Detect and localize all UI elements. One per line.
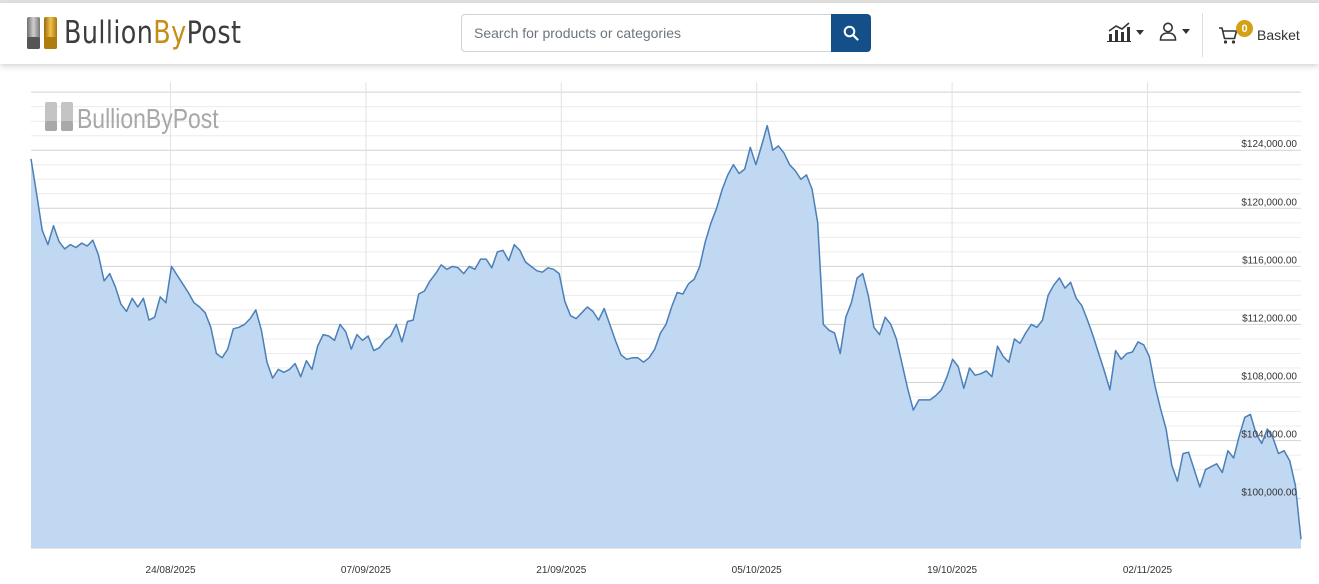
chart-watermark: BullionByPost: [45, 102, 219, 135]
search-bar: [461, 14, 871, 52]
search-icon: [843, 25, 859, 41]
chart-icon: [1107, 22, 1131, 42]
cart-icon: [1219, 26, 1238, 44]
bars-logo-icon: [27, 17, 57, 49]
header-divider: [1202, 13, 1203, 57]
chevron-down-icon: [1182, 29, 1190, 34]
x-tick-label: 24/08/2025: [146, 565, 196, 576]
x-tick-label: 21/09/2025: [536, 565, 586, 576]
x-tick-label: 05/10/2025: [732, 565, 782, 576]
x-tick-label: 19/10/2025: [927, 565, 977, 576]
account-menu-button[interactable]: [1159, 22, 1190, 41]
price-series-line: [30, 124, 1302, 540]
price-area-fill: [31, 125, 1301, 548]
y-tick-label: $116,000.00: [1242, 255, 1297, 266]
price-chart-svg: BullionByPost $100,000.00 $104,000.00 $108…: [30, 82, 1302, 576]
watermark-bars-icon: [45, 102, 73, 131]
basket-count-badge: 0: [1236, 20, 1253, 37]
basket-label[interactable]: Basket: [1257, 27, 1300, 43]
x-tick-label: 07/09/2025: [341, 565, 391, 576]
y-tick-label: $112,000.00: [1242, 313, 1297, 324]
y-tick-label: $108,000.00: [1241, 372, 1297, 383]
user-icon: [1159, 22, 1177, 41]
search-input[interactable]: [461, 14, 831, 52]
x-tick-label: 02/11/2025: [1123, 565, 1173, 576]
price-chart: BullionByPost $100,000.00 $104,000.00 $108…: [0, 64, 1319, 579]
y-axis-labels: $100,000.00 $104,000.00 $108,000.00 $112,00…: [1241, 139, 1297, 498]
site-logo[interactable]: BullionByPost: [26, 13, 280, 53]
y-tick-label: $120,000.00: [1241, 197, 1297, 208]
site-header: BullionByPost: [0, 3, 1319, 64]
basket-button[interactable]: [1218, 17, 1238, 53]
watermark-text: BullionByPost: [77, 104, 219, 135]
search-button[interactable]: [831, 14, 871, 52]
y-tick-label: $124,000.00: [1241, 139, 1297, 150]
y-tick-label: $100,000.00: [1241, 488, 1297, 499]
charts-menu-button[interactable]: [1107, 22, 1144, 42]
x-axis-labels: 24/08/2025 07/09/2025 21/09/2025 05/10/2025…: [146, 565, 1173, 576]
logo-wordmark: BullionByPost: [64, 15, 242, 51]
chevron-down-icon: [1136, 29, 1144, 35]
top-border: [0, 0, 1319, 3]
y-tick-label: $104,000.00: [1241, 430, 1297, 441]
